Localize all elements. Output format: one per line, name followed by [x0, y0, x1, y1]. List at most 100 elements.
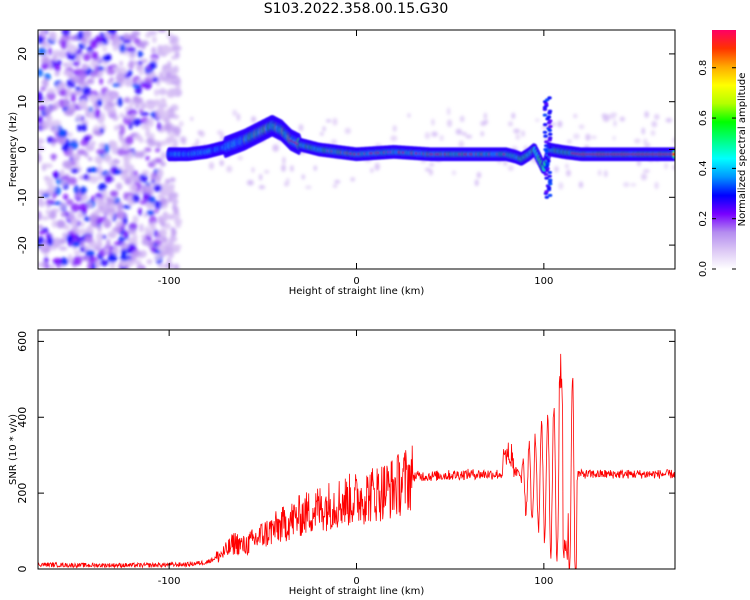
- noise-blob: [350, 177, 356, 182]
- noise-blob: [38, 146, 46, 151]
- noise-blob: [573, 133, 580, 140]
- noise-blob: [159, 229, 167, 238]
- noise-blob: [141, 238, 149, 246]
- noise-blob: [71, 153, 81, 159]
- noise-blob: [513, 128, 521, 134]
- noise-blob: [195, 138, 200, 147]
- noise-blob: [57, 129, 68, 138]
- noise-blob: [120, 125, 126, 135]
- noise-blob: [578, 181, 583, 188]
- noise-blob: [170, 80, 180, 86]
- noise-blob: [154, 89, 159, 97]
- x-axis-label: Height of straight line (km): [289, 586, 425, 597]
- noise-blob: [439, 134, 444, 142]
- noise-blob: [51, 153, 56, 162]
- noise-blob: [654, 114, 660, 120]
- noise-blob: [272, 144, 280, 152]
- noise-blob: [251, 167, 255, 173]
- spike-blob: [547, 96, 552, 100]
- noise-blob: [643, 138, 648, 145]
- noise-blob: [94, 260, 101, 269]
- noise-blob: [175, 84, 181, 89]
- noise-blob: [521, 130, 525, 137]
- noise-blob: [132, 233, 138, 242]
- noise-blob: [128, 49, 136, 60]
- spike-blob: [544, 144, 549, 148]
- noise-blob: [332, 184, 338, 188]
- noise-blob: [129, 171, 136, 180]
- noise-blob: [87, 224, 93, 235]
- noise-blob: [38, 210, 42, 221]
- noise-blob: [159, 161, 166, 167]
- noise-blob: [41, 193, 50, 198]
- noise-blob: [151, 76, 159, 83]
- noise-blob: [100, 36, 108, 43]
- noise-blob: [82, 53, 91, 62]
- noise-blob: [79, 246, 86, 253]
- noise-blob: [63, 98, 70, 108]
- noise-blob: [67, 147, 74, 158]
- noise-blob: [94, 197, 104, 203]
- noise-blob: [150, 159, 157, 165]
- noise-blob: [459, 115, 465, 123]
- noise-blob: [163, 213, 172, 219]
- noise-blob: [67, 52, 77, 61]
- noise-blob: [118, 212, 125, 220]
- noise-blob: [134, 97, 144, 104]
- noise-blob: [601, 113, 608, 119]
- noise-blob: [246, 179, 254, 186]
- noise-blob: [166, 257, 172, 264]
- noise-blob: [474, 179, 479, 187]
- noise-blob: [90, 71, 96, 78]
- noise-blob: [89, 241, 97, 250]
- noise-blob: [89, 175, 99, 184]
- noise-blob: [77, 228, 88, 235]
- noise-blob: [66, 40, 72, 51]
- noise-blob: [172, 138, 179, 148]
- noise-blob: [97, 202, 105, 208]
- noise-blob: [117, 148, 126, 156]
- noise-blob: [217, 130, 224, 136]
- noise-blob: [122, 39, 132, 44]
- noise-blob: [40, 30, 46, 38]
- spectrogram-image: [38, 30, 675, 269]
- noise-blob: [59, 88, 69, 97]
- noise-blob: [138, 265, 144, 269]
- noise-blob: [60, 202, 66, 210]
- noise-blob: [118, 236, 125, 243]
- noise-blob: [96, 232, 103, 242]
- noise-blob: [42, 163, 53, 169]
- noise-blob: [38, 115, 44, 124]
- noise-blob: [322, 126, 326, 132]
- noise-blob: [94, 64, 100, 75]
- noise-blob: [52, 237, 62, 248]
- noise-blob: [94, 108, 101, 119]
- noise-blob: [146, 79, 154, 84]
- noise-blob: [107, 231, 117, 239]
- noise-blob: [45, 199, 55, 204]
- noise-blob: [643, 169, 650, 173]
- noise-blob: [370, 168, 374, 173]
- noise-blob: [132, 215, 139, 224]
- noise-blob: [125, 135, 134, 145]
- noise-blob: [139, 249, 148, 258]
- noise-blob: [597, 169, 602, 176]
- noise-blob: [38, 106, 44, 111]
- noise-blob: [107, 30, 117, 35]
- noise-blob: [44, 96, 49, 105]
- noise-blob: [170, 227, 176, 233]
- colorbar-tick-label: 0.0: [698, 261, 709, 277]
- noise-blob: [89, 213, 99, 222]
- noise-blob: [80, 99, 88, 108]
- noise-blob: [619, 116, 625, 122]
- noise-blob: [455, 128, 462, 135]
- spike-blob: [547, 170, 552, 175]
- noise-blob: [126, 259, 135, 267]
- noise-blob: [123, 157, 131, 167]
- noise-blob: [115, 182, 123, 191]
- noise-blob: [171, 204, 177, 211]
- noise-blob: [120, 254, 128, 262]
- noise-blob: [148, 117, 154, 128]
- noise-blob: [46, 91, 56, 101]
- noise-blob: [134, 104, 140, 110]
